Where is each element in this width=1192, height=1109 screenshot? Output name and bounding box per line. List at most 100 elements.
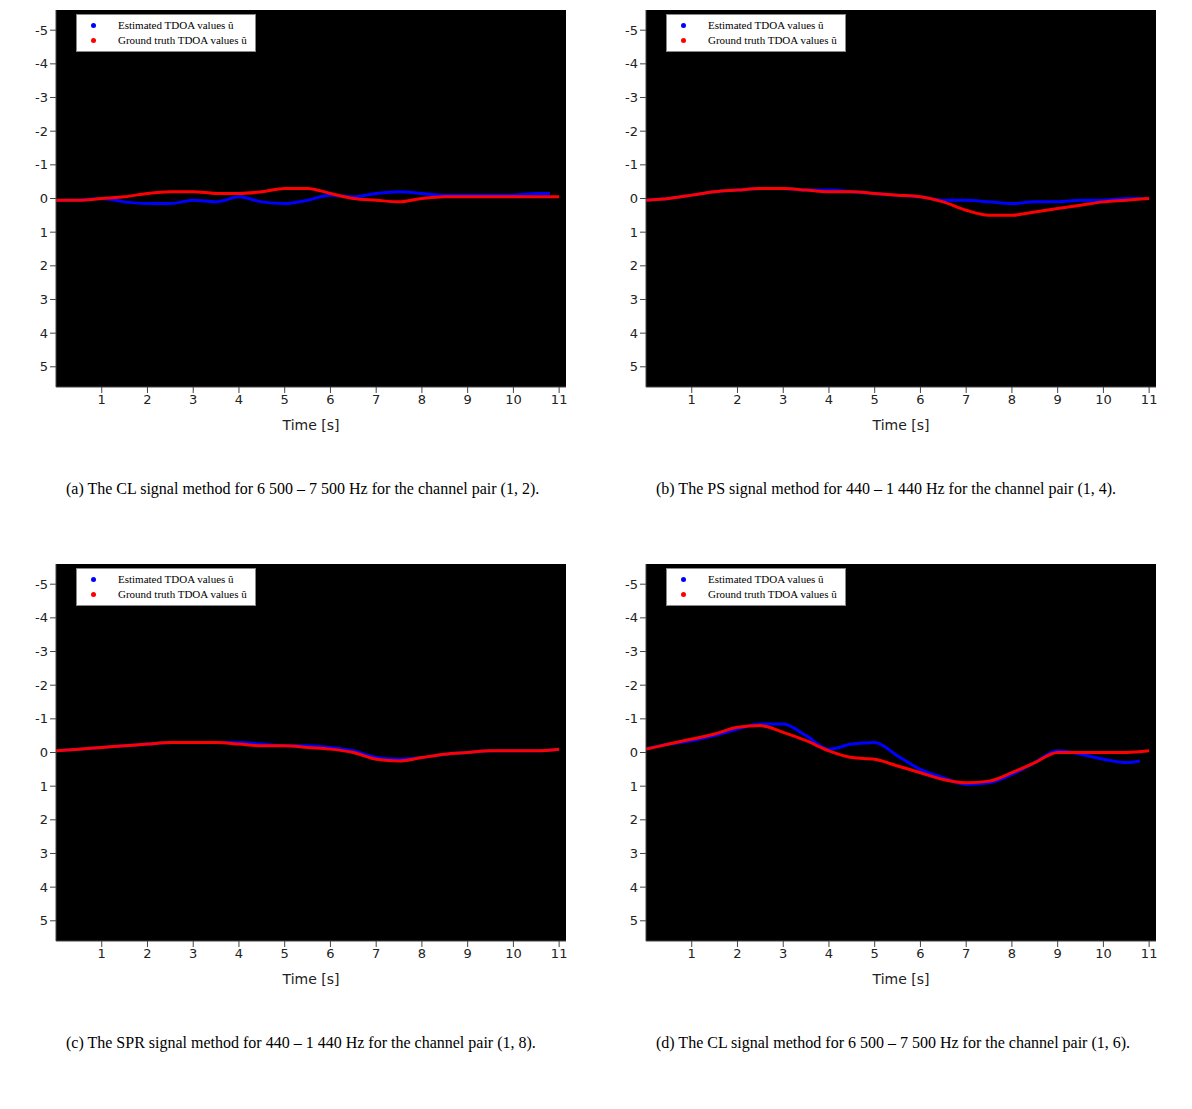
svg-text:11: 11 <box>1141 392 1158 407</box>
svg-text:-4: -4 <box>625 56 638 71</box>
svg-text:-3: -3 <box>35 644 48 659</box>
svg-text:3: 3 <box>40 292 48 307</box>
svg-text:5: 5 <box>40 359 48 374</box>
svg-text:1: 1 <box>688 392 696 407</box>
svg-text:8: 8 <box>418 392 426 407</box>
svg-text:-2: -2 <box>625 678 638 693</box>
html-text:(b) The PS signal method for 4: (b) The PS signal method for 440 – 1 440… <box>656 480 1116 497</box>
svg-text:5: 5 <box>630 913 638 928</box>
svg-text:-3: -3 <box>625 90 638 105</box>
svg-text:9: 9 <box>1054 946 1062 961</box>
svg-text:0: 0 <box>630 191 638 206</box>
svg-text:1: 1 <box>40 225 48 240</box>
svg-text:-4: -4 <box>35 610 48 625</box>
svg-text:6: 6 <box>916 392 924 407</box>
svg-text:-1: -1 <box>35 711 48 726</box>
html-text:Ground truth TDOA values û: Ground truth TDOA values û <box>118 34 247 46</box>
svg-text:10: 10 <box>505 946 522 961</box>
svg-text:2: 2 <box>630 812 638 827</box>
svg-text:4: 4 <box>825 392 833 407</box>
svg-text:1: 1 <box>630 779 638 794</box>
svg-text:-5: -5 <box>625 577 638 592</box>
svg-text:3: 3 <box>779 392 787 407</box>
svg-text:-4: -4 <box>35 56 48 71</box>
svg-text:-2: -2 <box>35 124 48 139</box>
svg-text:4: 4 <box>630 326 638 341</box>
svg-text:-1: -1 <box>625 157 638 172</box>
svg-text:7: 7 <box>962 392 970 407</box>
svg-text:11: 11 <box>551 946 568 961</box>
svg-text:8: 8 <box>418 946 426 961</box>
svg-text:6: 6 <box>916 946 924 961</box>
html-text:Estimated TDOA values û: Estimated TDOA values û <box>708 19 824 31</box>
html-text:Estimated TDOA values û: Estimated TDOA values û <box>118 19 234 31</box>
svg-text:2: 2 <box>733 946 741 961</box>
svg-text:3: 3 <box>630 846 638 861</box>
svg-text:0: 0 <box>40 191 48 206</box>
svg-text:3: 3 <box>189 392 197 407</box>
svg-text:-2: -2 <box>35 678 48 693</box>
svg-text:3: 3 <box>630 292 638 307</box>
svg-text:4: 4 <box>235 946 243 961</box>
svg-text:-5: -5 <box>35 577 48 592</box>
svg-text:0: 0 <box>630 745 638 760</box>
svg-text:5: 5 <box>40 913 48 928</box>
svg-text:3: 3 <box>40 846 48 861</box>
svg-text:5: 5 <box>281 392 289 407</box>
svg-text:4: 4 <box>40 326 48 341</box>
svg-text:4: 4 <box>40 880 48 895</box>
svg-text:-3: -3 <box>35 90 48 105</box>
svg-text:-1: -1 <box>625 711 638 726</box>
svg-text:9: 9 <box>464 946 472 961</box>
svg-text:7: 7 <box>962 946 970 961</box>
svg-text:Time [s]: Time [s] <box>872 971 930 987</box>
svg-text:7: 7 <box>372 392 380 407</box>
svg-text:11: 11 <box>551 392 568 407</box>
html-text:Ground truth TDOA values û: Ground truth TDOA values û <box>708 34 837 46</box>
svg-text:6: 6 <box>326 946 334 961</box>
svg-text:Time [s]: Time [s] <box>282 971 340 987</box>
svg-text:3: 3 <box>779 946 787 961</box>
svg-text:1: 1 <box>98 946 106 961</box>
svg-text:2: 2 <box>40 812 48 827</box>
svg-text:-5: -5 <box>625 23 638 38</box>
svg-text:Time [s]: Time [s] <box>282 417 340 433</box>
svg-text:8: 8 <box>1008 946 1016 961</box>
svg-text:5: 5 <box>630 359 638 374</box>
svg-text:9: 9 <box>1054 392 1062 407</box>
svg-text:2: 2 <box>143 392 151 407</box>
svg-text:7: 7 <box>372 946 380 961</box>
svg-text:11: 11 <box>1141 946 1158 961</box>
svg-text:4: 4 <box>630 880 638 895</box>
svg-text:-3: -3 <box>625 644 638 659</box>
svg-text:-4: -4 <box>625 610 638 625</box>
svg-text:8: 8 <box>1008 392 1016 407</box>
svg-text:0: 0 <box>40 745 48 760</box>
svg-text:2: 2 <box>630 258 638 273</box>
svg-text:2: 2 <box>40 258 48 273</box>
svg-text:1: 1 <box>40 779 48 794</box>
svg-text:5: 5 <box>281 946 289 961</box>
svg-text:-2: -2 <box>625 124 638 139</box>
html-text:(c) The SPR signal method for: (c) The SPR signal method for 440 – 1 44… <box>66 1034 536 1051</box>
svg-text:5: 5 <box>871 392 879 407</box>
svg-text:1: 1 <box>98 392 106 407</box>
html-text:(d) The CL signal method for 6: (d) The CL signal method for 6 500 – 7 5… <box>656 1034 1131 1051</box>
svg-text:1: 1 <box>630 225 638 240</box>
svg-text:10: 10 <box>1095 392 1112 407</box>
svg-text:6: 6 <box>326 392 334 407</box>
svg-text:4: 4 <box>235 392 243 407</box>
svg-text:5: 5 <box>871 946 879 961</box>
svg-text:2: 2 <box>143 946 151 961</box>
svg-text:10: 10 <box>505 392 522 407</box>
svg-text:9: 9 <box>464 392 472 407</box>
svg-text:-1: -1 <box>35 157 48 172</box>
svg-text:-5: -5 <box>35 23 48 38</box>
svg-text:4: 4 <box>825 946 833 961</box>
svg-text:2: 2 <box>733 392 741 407</box>
svg-text:Time [s]: Time [s] <box>872 417 930 433</box>
svg-text:1: 1 <box>688 946 696 961</box>
svg-text:3: 3 <box>189 946 197 961</box>
svg-text:10: 10 <box>1095 946 1112 961</box>
html-text:(a) The CL signal method for 6: (a) The CL signal method for 6 500 – 7 5… <box>66 480 540 497</box>
